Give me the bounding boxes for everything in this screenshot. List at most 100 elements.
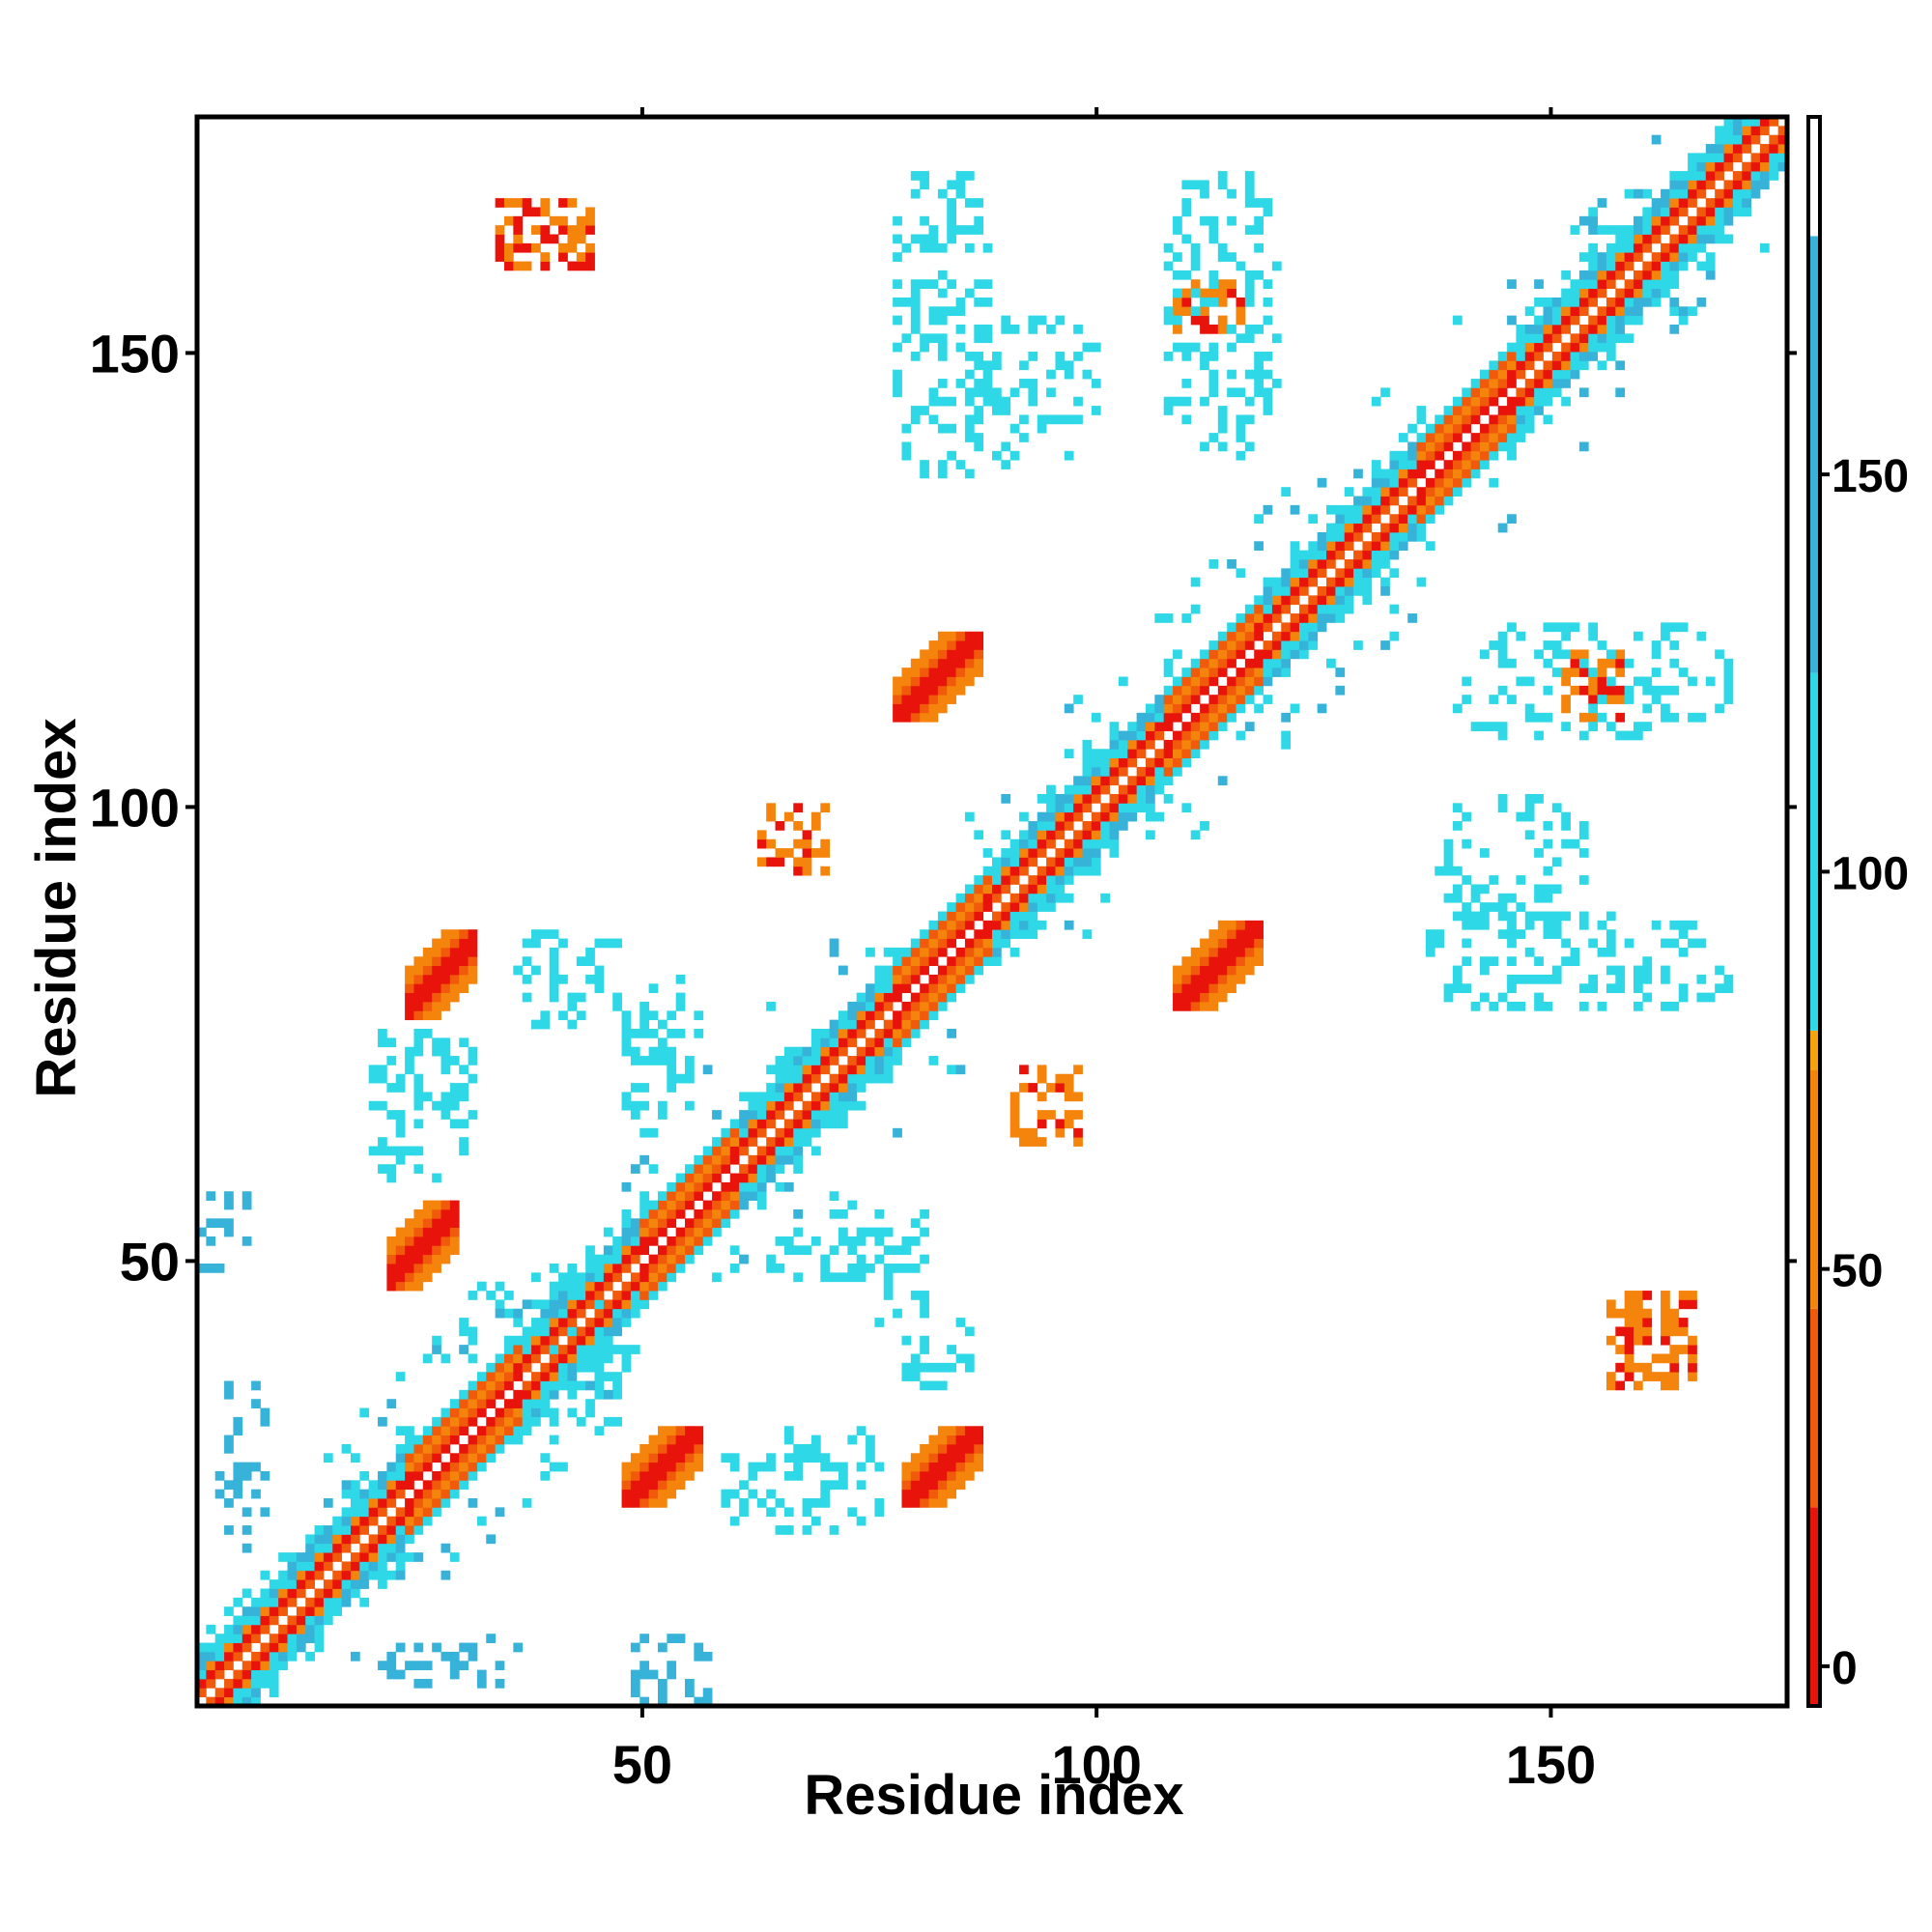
- heatmap-cell: [1173, 225, 1182, 235]
- heatmap-cell: [1371, 477, 1381, 488]
- heatmap-cell: [395, 1570, 406, 1580]
- heatmap-cell: [712, 1110, 722, 1120]
- heatmap-cell: [1507, 929, 1517, 939]
- heatmap-cell: [648, 1435, 659, 1445]
- heatmap-cell: [585, 1345, 595, 1354]
- heatmap-cell: [883, 1019, 894, 1030]
- heatmap-cell: [1452, 406, 1463, 415]
- heatmap-cell: [974, 965, 984, 976]
- heatmap-cell: [1578, 920, 1589, 930]
- heatmap-cell: [585, 1318, 595, 1327]
- heatmap-cell: [1046, 803, 1056, 813]
- heatmap-cell: [495, 234, 505, 244]
- heatmap-cell: [874, 1029, 885, 1038]
- heatmap-cell: [503, 215, 514, 226]
- heatmap-cell: [739, 1200, 749, 1210]
- heatmap-cell: [964, 965, 975, 976]
- heatmap-cell: [495, 1426, 505, 1436]
- heatmap-cell: [1723, 198, 1734, 208]
- heatmap-cell: [685, 1200, 695, 1210]
- heatmap-cell: [540, 1362, 551, 1373]
- heatmap-cell: [910, 668, 921, 677]
- heatmap-cell: [739, 1110, 749, 1120]
- heatmap-cell: [1624, 685, 1634, 696]
- heatmap-cell: [1298, 604, 1309, 614]
- heatmap-cell: [657, 1037, 668, 1048]
- heatmap-cell: [1516, 396, 1526, 407]
- heatmap-cell: [685, 1435, 695, 1445]
- heatmap-cell: [694, 1208, 704, 1219]
- heatmap-cell: [242, 1236, 252, 1246]
- heatmap-cell: [802, 830, 812, 840]
- heatmap-cell: [775, 1083, 785, 1093]
- heatmap-cell: [810, 848, 821, 858]
- heatmap-cell: [603, 1318, 613, 1327]
- heatmap-cell: [928, 1380, 939, 1391]
- heatmap-cell: [1624, 1353, 1634, 1364]
- heatmap-cell: [1678, 261, 1689, 271]
- heatmap-cell: [901, 947, 912, 957]
- heatmap-cell: [901, 242, 912, 253]
- heatmap-cell: [1561, 306, 1571, 317]
- heatmap-cell: [1009, 947, 1020, 957]
- heatmap-cell: [910, 188, 921, 199]
- heatmap-cell: [729, 1146, 740, 1156]
- heatmap-cell: [1200, 188, 1209, 199]
- heatmap-cell: [1669, 297, 1680, 307]
- heatmap-cell: [1344, 568, 1354, 579]
- heatmap-cell: [612, 1001, 622, 1011]
- heatmap-cell: [558, 1291, 568, 1300]
- heatmap-cell: [1769, 153, 1779, 163]
- heatmap-cell: [1154, 703, 1165, 714]
- heatmap-cell: [1073, 324, 1083, 334]
- heatmap-cell: [920, 234, 929, 244]
- heatmap-cell: [667, 1200, 677, 1210]
- heatmap-cell: [1705, 252, 1716, 262]
- heatmap-cell: [964, 1443, 975, 1454]
- heatmap-cell: [323, 1552, 333, 1562]
- heatmap-cell: [513, 1362, 524, 1373]
- heatmap-cell: [1750, 161, 1761, 172]
- heatmap-cell: [432, 1200, 441, 1210]
- heatmap-cell: [386, 1543, 397, 1553]
- heatmap-cell: [432, 938, 441, 949]
- heatmap-cell: [1543, 884, 1553, 895]
- heatmap-cell: [766, 811, 776, 822]
- heatmap-cell: [1435, 504, 1445, 515]
- heatmap-cell: [1082, 766, 1093, 777]
- heatmap-cell: [585, 1299, 595, 1310]
- heatmap-cell: [947, 1065, 956, 1075]
- heatmap-cell: [405, 1462, 414, 1472]
- heatmap-cell: [982, 902, 993, 912]
- heatmap-cell: [1669, 1353, 1680, 1364]
- heatmap-cell: [1578, 279, 1589, 289]
- heatmap-cell: [920, 469, 929, 479]
- heatmap-cell: [405, 1661, 414, 1671]
- heatmap-cell: [775, 1164, 785, 1174]
- heatmap-cell: [405, 1453, 414, 1463]
- heatmap-cell: [1398, 460, 1408, 469]
- heatmap-cell: [522, 1380, 532, 1391]
- heatmap-cell: [1190, 974, 1201, 984]
- heatmap-cell: [937, 676, 948, 687]
- heatmap-cell: [1678, 188, 1689, 199]
- heatmap-cell: [332, 1597, 343, 1607]
- heatmap-cell: [775, 1110, 785, 1120]
- heatmap-cell: [1190, 685, 1201, 696]
- heatmap-cell: [947, 1362, 956, 1373]
- heatmap-cell: [1091, 379, 1101, 388]
- heatmap-cell: [657, 1696, 668, 1707]
- heatmap-cell: [1082, 342, 1093, 353]
- heatmap-cell: [1588, 352, 1598, 361]
- heatmap-cell: [594, 1272, 605, 1283]
- heatmap-cell: [847, 1019, 858, 1030]
- heatmap-cell: [1028, 396, 1038, 407]
- heatmap-cell: [1615, 1308, 1626, 1319]
- heatmap-cell: [242, 1669, 252, 1680]
- heatmap-cell: [1317, 531, 1327, 542]
- heatmap-cell: [766, 1453, 776, 1463]
- heatmap-cell: [920, 242, 929, 253]
- heatmap-cell: [1244, 956, 1255, 966]
- heatmap-cell: [928, 712, 939, 723]
- heatmap-cell: [1570, 306, 1580, 317]
